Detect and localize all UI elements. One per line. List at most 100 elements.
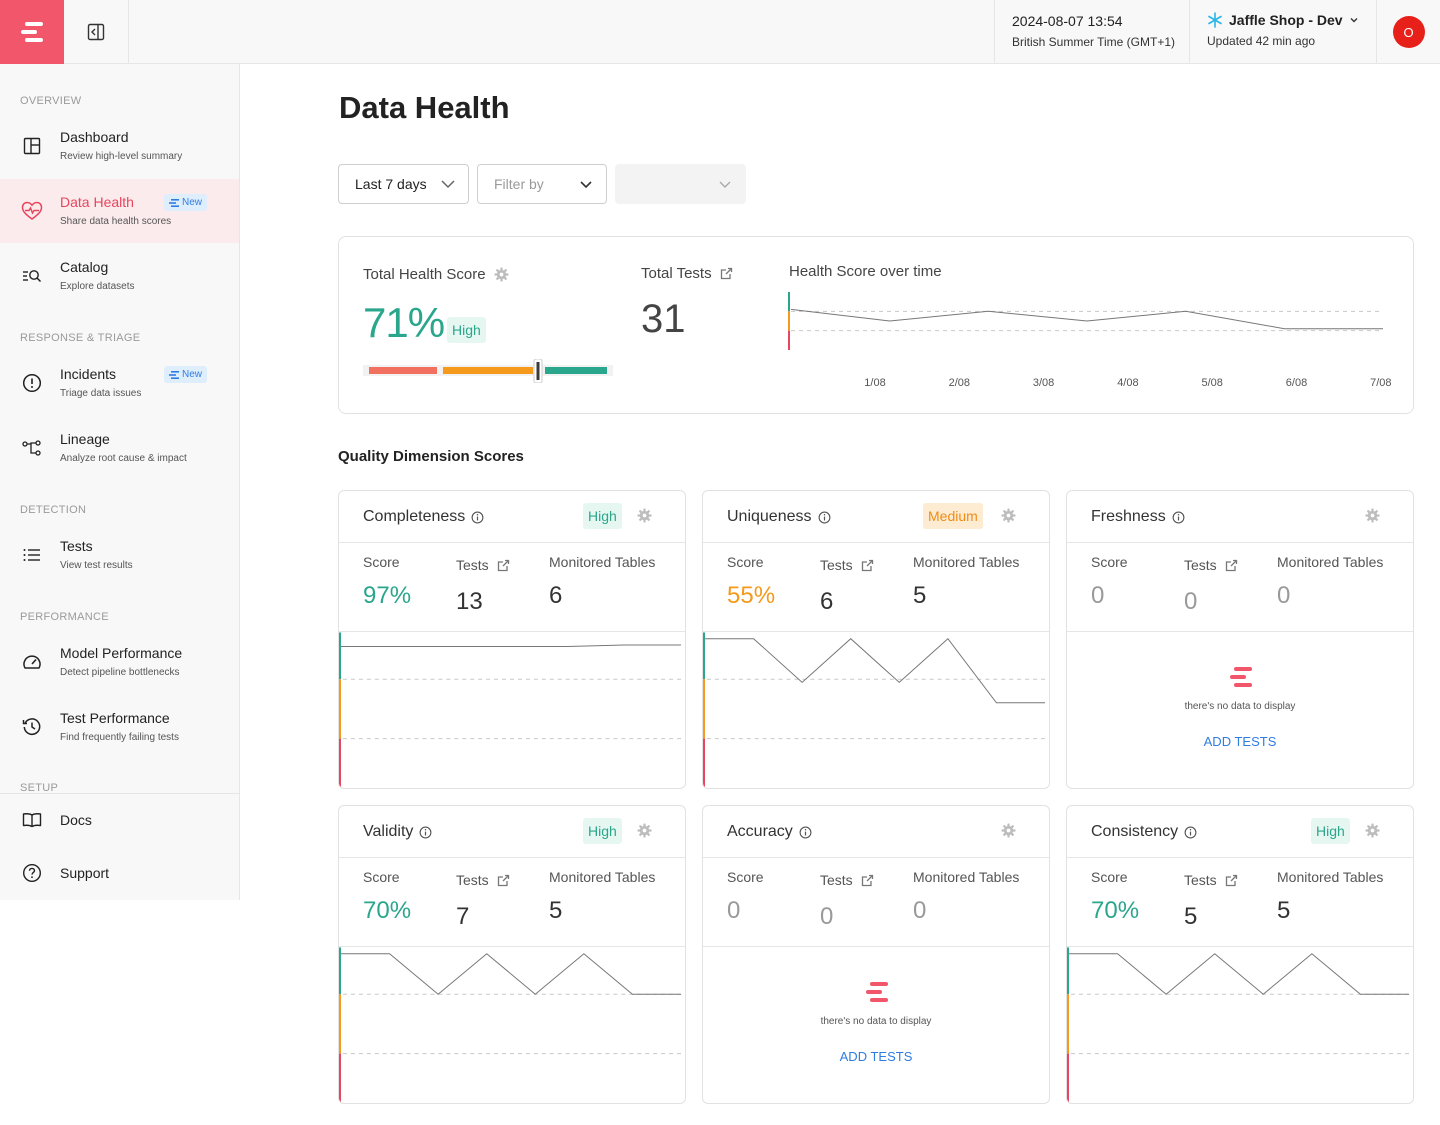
new-badge-icon xyxy=(169,370,179,379)
section-label-response: RESPONSE & TRIAGE xyxy=(20,332,141,344)
empty-state-icon xyxy=(864,981,890,1008)
threshold-band-high xyxy=(1067,947,1069,995)
app-logo[interactable] xyxy=(0,0,64,64)
sidebar-item-label: Model Performance xyxy=(60,645,183,661)
new-badge-label: New xyxy=(182,197,203,208)
new-badge-label: New xyxy=(182,369,203,380)
dimension-stats: Score 0 Tests 0 Monitored Tables 0 xyxy=(703,859,1049,947)
current-datetime: 2024-08-07 13:54 xyxy=(1012,13,1123,29)
sidebar-item-model-performance[interactable]: Model Performance Detect pipeline bottle… xyxy=(0,630,239,694)
dimension-settings-button[interactable] xyxy=(637,823,652,843)
environment-selector[interactable]: Jaffle Shop - Dev Updated 42 min ago xyxy=(1189,0,1377,64)
info-icon[interactable] xyxy=(799,826,812,839)
external-link-icon[interactable] xyxy=(1225,559,1238,572)
monitored-tables-value: 5 xyxy=(549,897,563,924)
sidebar-item-catalog[interactable]: Catalog Explore datasets xyxy=(0,244,239,308)
external-link-icon[interactable] xyxy=(720,267,733,280)
sidebar-item-lineage[interactable]: Lineage Analyze root cause & impact xyxy=(0,416,239,480)
monitored-tables-label: Monitored Tables xyxy=(549,869,656,885)
info-icon[interactable] xyxy=(471,511,484,524)
gear-icon[interactable] xyxy=(494,267,509,282)
help-circle-icon xyxy=(21,862,43,884)
threshold-band-low xyxy=(1067,1053,1069,1103)
avatar[interactable]: O xyxy=(1392,16,1425,48)
sidebar-item-docs[interactable]: Docs xyxy=(0,798,239,842)
chevron-down-icon xyxy=(580,181,592,189)
dimension-settings-button[interactable] xyxy=(1001,823,1016,843)
info-icon[interactable] xyxy=(818,511,831,524)
info-icon[interactable] xyxy=(419,826,432,839)
score-label: Score xyxy=(727,554,764,570)
filter-value-select[interactable] xyxy=(615,164,746,204)
series-line xyxy=(340,644,682,647)
gear-icon[interactable] xyxy=(1365,508,1380,523)
dimension-score-chart xyxy=(1067,947,1410,1103)
gear-icon[interactable] xyxy=(1365,823,1380,838)
monitored-tables-value: 0 xyxy=(1277,582,1291,609)
monitored-tables-label: Monitored Tables xyxy=(1277,554,1384,570)
sidebar-item-test-performance[interactable]: Test Performance Find frequently failing… xyxy=(0,695,239,759)
tests-label: Tests xyxy=(820,557,874,573)
filter-by-select[interactable]: Filter by xyxy=(477,164,607,204)
gear-icon[interactable] xyxy=(637,823,652,838)
lineage-icon xyxy=(21,437,43,459)
dimension-title: Freshness xyxy=(1091,508,1185,526)
dashboard-icon xyxy=(21,135,43,157)
score-label: Score xyxy=(363,554,400,570)
history-icon xyxy=(21,716,43,738)
dimension-score-chart xyxy=(703,632,1046,788)
series-line xyxy=(704,637,1046,704)
score-value: 97% xyxy=(363,582,412,609)
monitored-tables-value: 5 xyxy=(913,582,927,609)
sidebar-toggle-button[interactable] xyxy=(64,0,129,64)
date-range-select[interactable]: Last 7 days xyxy=(338,164,469,204)
info-icon[interactable] xyxy=(1172,511,1185,524)
series-line xyxy=(790,308,1383,330)
tests-value: 6 xyxy=(820,588,834,615)
speedometer-icon xyxy=(21,651,43,673)
external-link-icon[interactable] xyxy=(861,559,874,572)
monitored-tables-label: Monitored Tables xyxy=(549,554,656,570)
sidebar-item-data-health[interactable]: Data Health New Share data health scores xyxy=(0,179,239,243)
dimension-card-uniqueness: Uniqueness Medium Score 55% Tests 6 Monitored … xyxy=(702,490,1050,789)
external-link-icon[interactable] xyxy=(861,874,874,887)
dimension-card-freshness: Freshness Score 0 Tests 0 Monitored Tables 0 th… xyxy=(1066,490,1414,789)
sidebar-item-label: Data Health xyxy=(60,194,134,210)
sidebar-item-dashboard[interactable]: Dashboard Review high-level summary xyxy=(0,114,239,178)
dimension-card-header: Uniqueness Medium xyxy=(703,491,1049,543)
sidebar-item-incidents[interactable]: Incidents New Triage data issues xyxy=(0,351,239,415)
threshold-band-medium xyxy=(1067,994,1069,1054)
external-link-icon[interactable] xyxy=(497,559,510,572)
external-link-icon[interactable] xyxy=(1225,874,1238,887)
threshold-band-high xyxy=(339,632,341,680)
sidebar-item-support[interactable]: Support xyxy=(0,851,239,895)
tests-label: Tests xyxy=(456,557,510,573)
threshold-band-high xyxy=(703,632,705,680)
gear-icon[interactable] xyxy=(1001,508,1016,523)
dimension-settings-button[interactable] xyxy=(1365,823,1380,843)
gear-icon[interactable] xyxy=(637,508,652,523)
sidebar-item-subtitle: Detect pipeline bottlenecks xyxy=(60,667,180,678)
add-tests-button[interactable]: ADD TESTS xyxy=(839,1049,913,1064)
empty-state: there's no data to display ADD TESTS xyxy=(703,947,1049,1103)
sidebar-item-tests[interactable]: Tests View test results xyxy=(0,523,239,587)
info-icon[interactable] xyxy=(1184,826,1197,839)
dimension-settings-button[interactable] xyxy=(1001,508,1016,528)
threshold-band-low xyxy=(339,1053,341,1103)
environment-name: Jaffle Shop - Dev xyxy=(1229,12,1343,28)
gauge-marker xyxy=(533,359,543,383)
dimension-title: Validity xyxy=(363,823,432,841)
dimension-settings-button[interactable] xyxy=(1365,508,1380,528)
sidebar-item-subtitle: Review high-level summary xyxy=(60,151,183,162)
tests-value: 0 xyxy=(1184,588,1198,615)
external-link-icon[interactable] xyxy=(497,874,510,887)
dimension-stats: Score 70% Tests 5 Monitored Tables 5 xyxy=(1067,859,1413,947)
x-tick-label: 2/08 xyxy=(949,377,970,389)
dimension-stats: Score 70% Tests 7 Monitored Tables 5 xyxy=(339,859,685,947)
monitored-tables-label: Monitored Tables xyxy=(913,869,1020,885)
add-tests-button[interactable]: ADD TESTS xyxy=(1203,734,1277,749)
gear-icon[interactable] xyxy=(1001,823,1016,838)
threshold-band-medium xyxy=(788,311,790,331)
dimension-settings-button[interactable] xyxy=(637,508,652,528)
empty-state-logo-icon xyxy=(866,982,888,1002)
